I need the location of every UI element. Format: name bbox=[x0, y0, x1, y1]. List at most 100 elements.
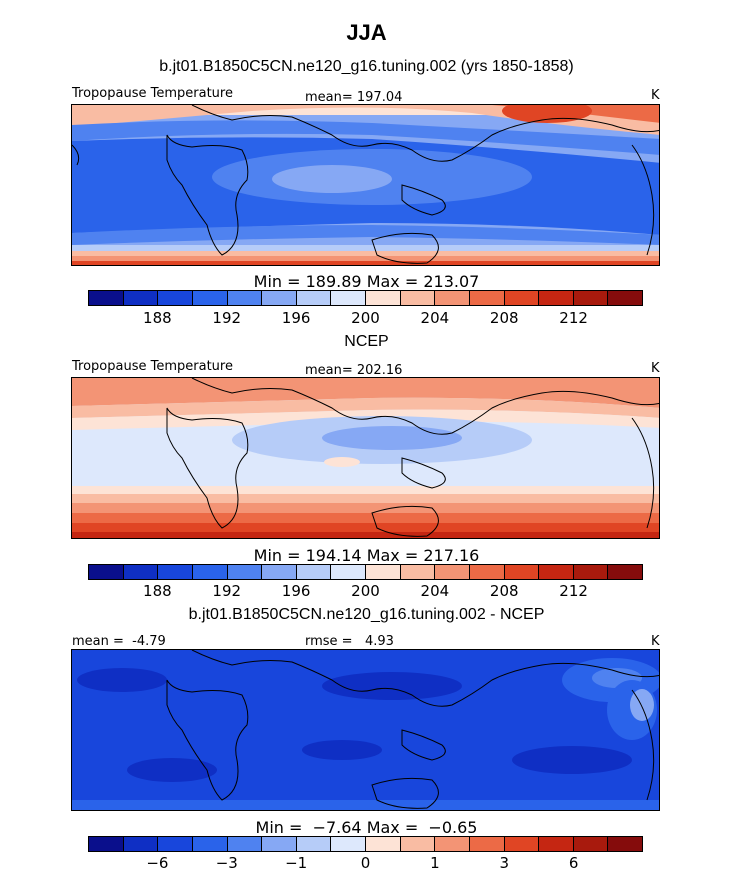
colorbar-tick-label: 212 bbox=[559, 309, 588, 327]
panel-diff-rmse: rmse = 4.93 bbox=[305, 634, 394, 649]
panel-diff-colorbar bbox=[88, 836, 643, 852]
colorbar-tick-label: 196 bbox=[281, 309, 311, 327]
panel-model-colorbar-ticks: 188 192 196 200 204 208 212 bbox=[88, 309, 643, 327]
colorbar-swatch bbox=[366, 565, 401, 579]
colorbar-tick-label: 192 bbox=[212, 582, 242, 600]
colorbar-tick-label: 204 bbox=[420, 582, 450, 600]
coastlines bbox=[166, 650, 659, 809]
colorbar-swatch bbox=[504, 291, 540, 305]
colorbar-swatch bbox=[435, 837, 470, 851]
colorbar-swatch bbox=[539, 291, 574, 305]
colorbar-swatch bbox=[573, 837, 609, 851]
panel-diff-minmax: Min = −7.64 Max = −0.65 bbox=[255, 818, 478, 837]
colorbar-swatch bbox=[331, 565, 366, 579]
panel-diff-heading: b.jt01.B1850C5CN.ne120_g16.tuning.002 - … bbox=[188, 606, 545, 623]
colorbar-tick-label: 3 bbox=[499, 854, 510, 872]
colorbar-swatch bbox=[192, 837, 228, 851]
colorbar-tick-label: 208 bbox=[489, 309, 519, 327]
panel-diff-colorbar-ticks: −6 −3 −1 0 1 3 6 bbox=[88, 854, 643, 872]
colorbar-swatch bbox=[227, 291, 263, 305]
colorbar-swatch bbox=[158, 837, 193, 851]
panel-model-mean: mean= 197.04 bbox=[305, 90, 403, 105]
colorbar-swatch bbox=[608, 837, 642, 851]
colorbar-swatch bbox=[227, 837, 263, 851]
colorbar-swatch bbox=[331, 291, 366, 305]
colorbar-swatch bbox=[296, 291, 332, 305]
colorbar-swatch bbox=[469, 837, 505, 851]
colorbar-swatch bbox=[435, 565, 470, 579]
colorbar-swatch bbox=[296, 565, 332, 579]
page-title: JJA bbox=[346, 20, 387, 45]
colorbar-swatch bbox=[400, 837, 436, 851]
colorbar-swatch bbox=[227, 565, 263, 579]
colorbar-swatch bbox=[469, 291, 505, 305]
colorbar-tick-label: 6 bbox=[568, 854, 579, 872]
colorbar-swatch bbox=[504, 565, 540, 579]
panel-model-field-label: Tropopause Temperature bbox=[72, 86, 233, 101]
colorbar-swatch bbox=[331, 837, 366, 851]
panel-obs-field-label: Tropopause Temperature bbox=[72, 359, 233, 374]
difference-field bbox=[72, 650, 659, 810]
colorbar-swatch bbox=[123, 291, 159, 305]
coastlines bbox=[72, 105, 659, 264]
tropopause-temp-field-obs bbox=[72, 378, 659, 538]
colorbar-swatch bbox=[608, 565, 642, 579]
colorbar-tick-label: −6 bbox=[146, 854, 169, 872]
colorbar-swatch bbox=[89, 565, 124, 579]
colorbar-swatch bbox=[400, 291, 436, 305]
colorbar-swatch bbox=[158, 291, 193, 305]
tropopause-temp-field-model bbox=[72, 105, 659, 265]
panel-obs-map bbox=[71, 377, 660, 539]
colorbar-swatch bbox=[573, 291, 609, 305]
colorbar-swatch bbox=[89, 291, 124, 305]
colorbar-tick-label: 196 bbox=[281, 582, 311, 600]
colorbar-swatch bbox=[539, 565, 574, 579]
colorbar-tick-label: 208 bbox=[489, 582, 519, 600]
panel-diff-units: K bbox=[651, 634, 660, 649]
colorbar-tick-label: −1 bbox=[285, 854, 308, 872]
colorbar-swatch bbox=[400, 565, 436, 579]
colorbar-swatch bbox=[539, 837, 574, 851]
panel-model-minmax: Min = 189.89 Max = 213.07 bbox=[253, 272, 480, 291]
colorbar-tick-label: 212 bbox=[559, 582, 588, 600]
colorbar-swatch bbox=[192, 291, 228, 305]
colorbar-swatch bbox=[192, 565, 228, 579]
panel-obs-minmax: Min = 194.14 Max = 217.16 bbox=[253, 546, 480, 565]
colorbar-tick-label: 200 bbox=[351, 309, 380, 327]
colorbar-tick-label: 0 bbox=[360, 854, 371, 872]
colorbar-swatch bbox=[262, 837, 297, 851]
colorbar-swatch bbox=[435, 291, 470, 305]
panel-obs-colorbar-ticks: 188 192 196 200 204 208 212 bbox=[88, 582, 643, 600]
colorbar-swatch bbox=[123, 565, 159, 579]
panel-obs-heading: NCEP bbox=[344, 333, 389, 350]
colorbar-tick-label: 204 bbox=[420, 309, 450, 327]
panel-model-units: K bbox=[651, 88, 660, 103]
panel-diff-map bbox=[71, 649, 660, 811]
colorbar-swatch bbox=[262, 291, 297, 305]
panel-obs-mean: mean= 202.16 bbox=[305, 363, 403, 378]
panel-model-colorbar bbox=[88, 290, 643, 306]
colorbar-tick-label: 192 bbox=[212, 309, 242, 327]
coastlines bbox=[166, 378, 659, 537]
colorbar-tick-label: 200 bbox=[351, 582, 380, 600]
colorbar-tick-label: 1 bbox=[430, 854, 440, 872]
colorbar-swatch bbox=[366, 837, 401, 851]
panel-diff-mean: mean = -4.79 bbox=[72, 634, 166, 649]
colorbar-swatch bbox=[262, 565, 297, 579]
colorbar-swatch bbox=[504, 837, 540, 851]
colorbar-swatch bbox=[158, 565, 193, 579]
colorbar-tick-label: 188 bbox=[143, 582, 172, 600]
colorbar-swatch bbox=[573, 565, 609, 579]
colorbar-tick-label: 188 bbox=[143, 309, 172, 327]
colorbar-swatch bbox=[608, 291, 642, 305]
colorbar-swatch bbox=[296, 837, 332, 851]
panel-model-map bbox=[71, 104, 660, 266]
panel-obs-colorbar bbox=[88, 564, 643, 580]
panel-obs-units: K bbox=[651, 361, 660, 376]
colorbar-swatch bbox=[89, 837, 124, 851]
colorbar-tick-label: −3 bbox=[215, 854, 238, 872]
colorbar-swatch bbox=[366, 291, 401, 305]
colorbar-swatch bbox=[469, 565, 505, 579]
colorbar-swatch bbox=[123, 837, 159, 851]
panel-model-heading: b.jt01.B1850C5CN.ne120_g16.tuning.002 (y… bbox=[159, 58, 574, 75]
